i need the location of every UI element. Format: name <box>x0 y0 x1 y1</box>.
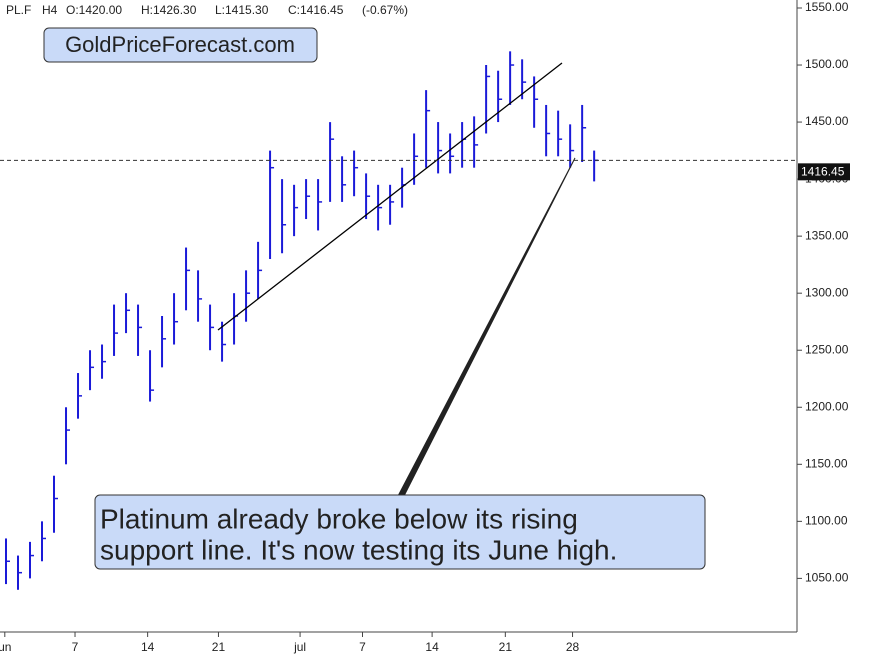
x-tick-label: 28 <box>566 640 580 654</box>
y-tick-label: 1300.00 <box>805 285 849 299</box>
interval: H4 <box>42 3 58 17</box>
x-tick-label: 7 <box>72 640 79 654</box>
last-price-label: 1416.45 <box>801 165 845 179</box>
header: PL.F H4 O:1420.00 H:1426.30 L:1415.30 C:… <box>6 3 408 17</box>
annotation-line: support line. It's now testing its June … <box>100 534 617 565</box>
x-tick-label: 21 <box>212 640 226 654</box>
annotation-line: Platinum already broke below its rising <box>100 503 578 534</box>
y-tick-label: 1050.00 <box>805 571 849 585</box>
annotation-box <box>94 494 706 570</box>
x-tick-label: 14 <box>141 640 155 654</box>
close: C:1416.45 <box>288 3 344 17</box>
x-tick-label: un <box>0 640 11 654</box>
change: (-0.67%) <box>362 3 408 17</box>
y-tick-label: 1200.00 <box>805 399 849 413</box>
y-tick-label: 1550.00 <box>805 0 849 14</box>
x-tick-label: 7 <box>359 640 366 654</box>
low: L:1415.30 <box>215 3 269 17</box>
x-tick-label: 14 <box>425 640 439 654</box>
y-tick-label: 1350.00 <box>805 228 849 242</box>
x-tick-label: 21 <box>499 640 513 654</box>
watermark-box <box>43 27 318 63</box>
y-tick-label: 1250.00 <box>805 342 849 356</box>
y-tick-label: 1150.00 <box>805 456 848 470</box>
high: H:1426.30 <box>141 3 197 17</box>
y-tick-label: 1450.00 <box>805 114 849 128</box>
support-line <box>217 62 563 331</box>
y-tick-label: 1100.00 <box>805 514 848 528</box>
y-tick-label: 1500.00 <box>805 57 849 71</box>
open: O:1420.00 <box>66 3 122 17</box>
x-tick-label: jul <box>293 640 306 654</box>
symbol: PL.F <box>6 3 31 17</box>
last-price-tag <box>798 163 850 181</box>
watermark: GoldPriceForecast.com <box>65 32 295 57</box>
